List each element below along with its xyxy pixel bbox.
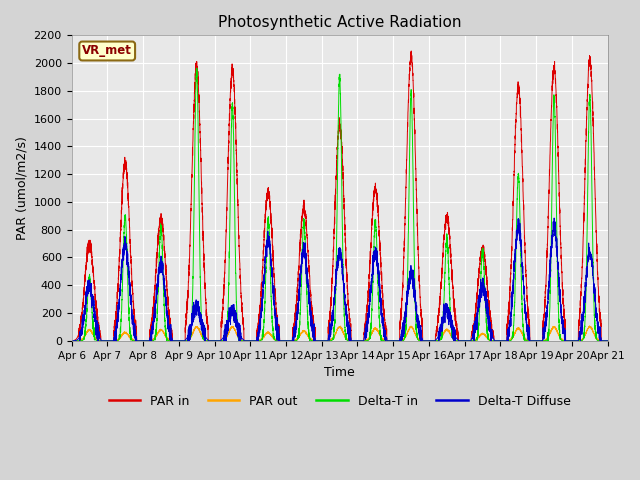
Delta-T in [475, 320, 483, 326]
Delta-T in [575, 338, 582, 344]
Delta-T Diffuse [550, 215, 558, 221]
Text: VR_met: VR_met [83, 45, 132, 58]
Delta-T in [250, 338, 258, 344]
PAR out [94, 338, 102, 344]
Delta-T Diffuse [321, 338, 329, 344]
Delta-T Diffuse [575, 335, 582, 341]
Delta-T in [321, 338, 329, 344]
Line: Delta-T in: Delta-T in [72, 68, 608, 341]
Delta-T Diffuse [68, 338, 76, 344]
PAR out [460, 338, 467, 344]
Title: Photosynthetic Active Radiation: Photosynthetic Active Radiation [218, 15, 461, 30]
Line: PAR in: PAR in [72, 51, 608, 341]
PAR in [97, 338, 105, 344]
PAR in [460, 338, 467, 344]
Delta-T Diffuse [250, 338, 258, 344]
Delta-T Diffuse [581, 284, 589, 289]
Delta-T Diffuse [95, 338, 102, 344]
Delta-T in [68, 338, 76, 344]
Line: Delta-T Diffuse: Delta-T Diffuse [72, 218, 608, 341]
Delta-T in [193, 65, 200, 71]
PAR in [581, 164, 589, 169]
Legend: PAR in, PAR out, Delta-T in, Delta-T Diffuse: PAR in, PAR out, Delta-T in, Delta-T Dif… [104, 390, 575, 413]
PAR out [575, 338, 582, 344]
PAR out [581, 332, 589, 338]
X-axis label: Time: Time [324, 366, 355, 379]
PAR in [68, 338, 76, 344]
PAR in [250, 338, 258, 344]
Delta-T Diffuse [604, 338, 612, 344]
PAR out [604, 338, 612, 344]
Delta-T in [581, 312, 589, 318]
Delta-T in [604, 338, 612, 344]
PAR in [475, 272, 483, 277]
Y-axis label: PAR (umol/m2/s): PAR (umol/m2/s) [15, 136, 28, 240]
PAR in [604, 338, 612, 344]
PAR in [408, 48, 415, 54]
Delta-T Diffuse [475, 305, 483, 311]
Delta-T Diffuse [460, 338, 467, 344]
Delta-T in [97, 338, 105, 344]
PAR in [321, 338, 329, 344]
PAR in [575, 321, 582, 327]
PAR out [586, 323, 593, 329]
PAR out [250, 338, 258, 344]
Line: PAR out: PAR out [72, 326, 608, 341]
PAR out [475, 335, 483, 340]
PAR out [68, 338, 76, 344]
PAR out [321, 338, 329, 344]
Delta-T in [460, 338, 467, 344]
